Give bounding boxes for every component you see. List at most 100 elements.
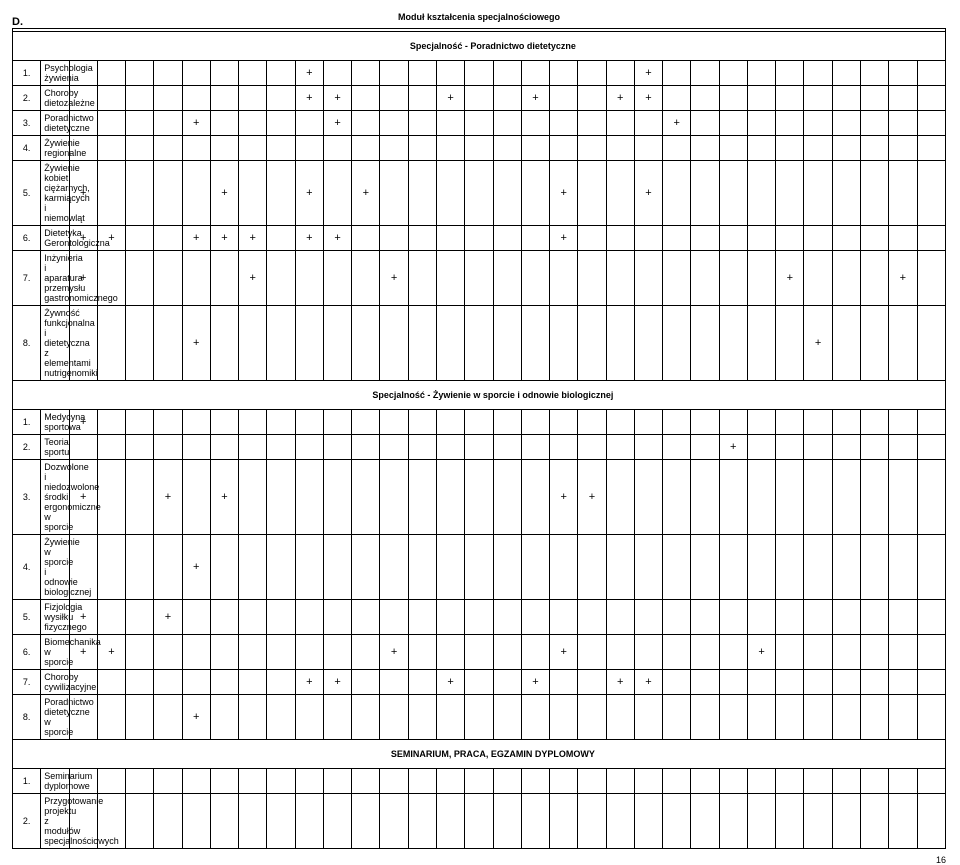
matrix-cell	[436, 600, 464, 635]
row-label: Teoria sportu	[41, 435, 69, 460]
matrix-cell	[267, 306, 295, 381]
matrix-cell: +	[323, 86, 351, 111]
matrix-cell	[126, 670, 154, 695]
matrix-cell	[719, 111, 747, 136]
matrix-cell	[436, 306, 464, 381]
matrix-cell	[267, 226, 295, 251]
matrix-cell	[465, 695, 493, 740]
matrix-cell	[352, 769, 380, 794]
matrix-cell	[917, 86, 946, 111]
matrix-cell	[465, 670, 493, 695]
matrix-cell	[606, 535, 634, 600]
matrix-cell	[917, 306, 946, 381]
matrix-cell	[719, 794, 747, 849]
matrix-cell	[719, 61, 747, 86]
matrix-cell	[69, 769, 97, 794]
matrix-cell	[578, 61, 606, 86]
matrix-cell	[295, 251, 323, 306]
matrix-cell	[776, 635, 804, 670]
matrix-cell	[889, 226, 917, 251]
matrix-cell	[747, 86, 775, 111]
matrix-cell	[804, 460, 832, 535]
table-row: 6.Dietetyka Gerontologiczna++++++++	[13, 226, 946, 251]
matrix-cell	[352, 794, 380, 849]
main-title: Moduł kształcenia specjalnościowego	[12, 12, 946, 28]
matrix-cell	[239, 600, 267, 635]
matrix-cell	[408, 226, 436, 251]
matrix-cell	[182, 161, 210, 226]
matrix-cell	[578, 600, 606, 635]
matrix-cell	[719, 410, 747, 435]
matrix-cell: +	[436, 670, 464, 695]
row-number: 1.	[13, 61, 41, 86]
matrix-cell	[663, 670, 691, 695]
row-label: Dozwolone i niedozwolone środki ergonomi…	[41, 460, 69, 535]
section-title-gap	[13, 381, 41, 410]
matrix-cell	[210, 86, 238, 111]
matrix-cell	[606, 251, 634, 306]
matrix-cell	[747, 435, 775, 460]
matrix-cell	[97, 535, 125, 600]
matrix-cell	[550, 670, 578, 695]
matrix-cell	[719, 226, 747, 251]
matrix-cell	[550, 435, 578, 460]
matrix-cell	[69, 695, 97, 740]
matrix-cell	[352, 410, 380, 435]
matrix-cell	[917, 61, 946, 86]
matrix-cell	[408, 251, 436, 306]
matrix-cell	[436, 695, 464, 740]
matrix-cell: +	[295, 86, 323, 111]
matrix-cell	[267, 61, 295, 86]
section-title: Specjalność - Żywienie w sporcie i odnow…	[41, 381, 946, 410]
matrix-cell	[267, 435, 295, 460]
row-label: Choroby cywilizacyjne	[41, 670, 69, 695]
matrix-cell	[295, 111, 323, 136]
matrix-cell	[352, 86, 380, 111]
matrix-cell	[295, 410, 323, 435]
matrix-cell	[719, 635, 747, 670]
matrix-cell	[550, 306, 578, 381]
matrix-cell: +	[295, 226, 323, 251]
matrix-cell	[521, 635, 549, 670]
matrix-cell	[126, 306, 154, 381]
matrix-cell	[860, 306, 888, 381]
matrix-cell: +	[719, 435, 747, 460]
matrix-cell: +	[182, 695, 210, 740]
matrix-cell	[578, 794, 606, 849]
matrix-cell	[578, 435, 606, 460]
matrix-cell	[663, 306, 691, 381]
matrix-cell	[97, 794, 125, 849]
matrix-cell: +	[210, 161, 238, 226]
matrix-cell	[210, 794, 238, 849]
row-number: 7.	[13, 251, 41, 306]
matrix-cell	[69, 794, 97, 849]
matrix-cell	[352, 136, 380, 161]
matrix-cell	[606, 61, 634, 86]
matrix-cell	[436, 410, 464, 435]
matrix-cell	[436, 460, 464, 535]
matrix-cell	[804, 410, 832, 435]
matrix-cell	[917, 226, 946, 251]
matrix-cell	[182, 61, 210, 86]
row-number: 1.	[13, 410, 41, 435]
matrix-cell	[832, 226, 860, 251]
matrix-cell	[182, 460, 210, 535]
matrix-cell	[97, 769, 125, 794]
matrix-cell: +	[323, 226, 351, 251]
matrix-cell	[126, 535, 154, 600]
matrix-cell	[267, 670, 295, 695]
matrix-cell	[352, 435, 380, 460]
matrix-cell	[521, 161, 549, 226]
matrix-cell	[663, 535, 691, 600]
matrix-cell	[860, 111, 888, 136]
matrix-cell	[804, 535, 832, 600]
matrix-cell	[493, 600, 521, 635]
matrix-cell	[408, 460, 436, 535]
matrix-cell	[154, 435, 182, 460]
matrix-cell	[408, 600, 436, 635]
matrix-cell	[408, 635, 436, 670]
matrix-cell: +	[182, 111, 210, 136]
matrix-cell	[239, 61, 267, 86]
matrix-cell	[239, 695, 267, 740]
matrix-cell	[550, 535, 578, 600]
